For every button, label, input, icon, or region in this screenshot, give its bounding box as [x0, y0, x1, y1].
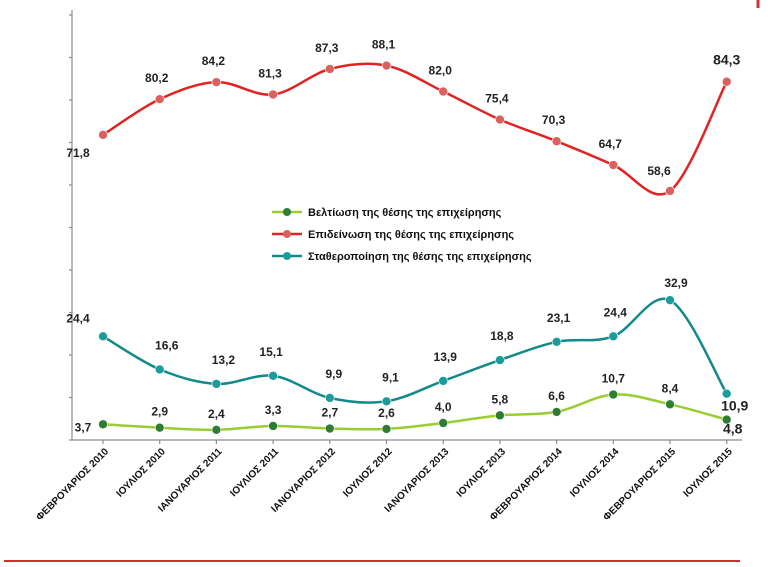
data-label-improvement: 3,3: [265, 403, 282, 417]
data-label-deterioration: 71,8: [66, 146, 90, 160]
data-label-deterioration: 81,3: [258, 66, 282, 80]
data-label-improvement: 3,7: [75, 420, 92, 434]
data-point-stabilization: [324, 393, 335, 403]
series-line-improvement: [102, 393, 728, 432]
data-label-stabilization: 9,9: [325, 367, 342, 381]
data-point-stabilization: [495, 355, 505, 365]
data-label-deterioration: 87,3: [315, 41, 339, 55]
data-point-improvement: [721, 414, 732, 425]
series-line-deterioration: [102, 62, 728, 196]
data-labels: 3,7 2,9 2,4 3,3 2,7 2,6 4,0 5,8 6,6 10,7 8,4 4,8 71,…: [66, 38, 748, 437]
data-point-deterioration: [324, 64, 335, 74]
x-tick-label: ΦΕΒΡΟΥΑΡΙΟΣ 2010: [34, 446, 111, 523]
data-point-improvement: [324, 423, 335, 434]
x-tick-label: ΙΑΝΟΥΑΡΙΟΣ 2011: [156, 446, 224, 514]
data-label-stabilization: 24,4: [66, 311, 90, 325]
data-point-improvement: [154, 422, 165, 433]
data-label-deterioration: 64,7: [599, 137, 623, 151]
series-line-stabilization: [102, 297, 728, 404]
data-label-improvement: 2,4: [208, 407, 225, 421]
data-point-deterioration: [98, 130, 108, 140]
data-label-deterioration: 88,1: [372, 38, 396, 52]
data-point-improvement: [438, 418, 449, 428]
data-label-improvement: 2,6: [378, 406, 395, 420]
data-label-stabilization: 18,8: [490, 329, 514, 343]
data-point-deterioration: [438, 86, 449, 97]
data-label-stabilization: 16,6: [155, 338, 179, 352]
data-label-improvement: 8,4: [662, 381, 679, 395]
data-label-deterioration: 82,0: [429, 64, 453, 78]
data-label-deterioration: 70,3: [542, 113, 566, 127]
data-point-improvement: [381, 424, 392, 434]
data-label-stabilization: 9,1: [382, 370, 399, 384]
legend-entry-deterioration: Επιδείνωση της θέσης της επιχείρησης: [308, 229, 514, 241]
data-point-stabilization: [721, 388, 732, 399]
legend-entry-improvement: Βελτίωση της θέσης της επιχείρησης: [308, 207, 502, 219]
x-tick-label: ΙΟΥΛΙΟΣ 2011: [228, 446, 281, 499]
data-point-deterioration: [551, 136, 562, 147]
data-point-improvement: [608, 389, 619, 400]
data-point-deterioration: [608, 160, 619, 170]
data-point-deterioration: [495, 114, 505, 125]
data-point-deterioration: [721, 76, 732, 87]
data-label-deterioration: 84,3: [713, 52, 740, 68]
data-label-stabilization: 23,1: [547, 311, 571, 325]
x-tick-label: ΙΟΥΛΙΟΣ 2014: [568, 446, 622, 500]
legend-swatch-marker: [283, 230, 291, 238]
data-point-stabilization: [98, 331, 108, 342]
data-label-improvement: 4,8: [723, 421, 743, 437]
data-label-deterioration: 84,2: [202, 54, 226, 68]
data-point-stabilization: [438, 376, 449, 386]
data-point-deterioration: [381, 60, 392, 71]
data-point-stabilization: [551, 337, 562, 347]
data-label-stabilization: 15,1: [259, 345, 283, 359]
x-tick-label: ΙΟΥΛΙΟΣ 2010: [115, 446, 169, 500]
x-tick-label: ΙΟΥΛΙΟΣ 2013: [455, 446, 509, 500]
data-point-deterioration: [665, 186, 675, 196]
x-tick-label: ΙΑΝΟΥΑΡΙΟΣ 2013: [383, 446, 452, 515]
data-point-stabilization: [211, 379, 222, 389]
data-point-stabilization: [381, 396, 392, 407]
data-label-improvement: 4,0: [435, 400, 452, 414]
data-point-deterioration: [154, 94, 165, 104]
data-label-improvement: 2,7: [321, 406, 338, 420]
legend-entry-stabilization: Σταθεροποίηση της θέσης της επιχείρησης: [308, 251, 532, 263]
data-label-stabilization: 10,9: [721, 398, 748, 414]
series-layer: [98, 60, 732, 435]
data-point-improvement: [268, 421, 278, 431]
data-label-improvement: 10,7: [602, 372, 626, 386]
legend-swatch-marker: [283, 252, 291, 260]
data-point-improvement: [495, 410, 505, 421]
data-label-deterioration: 75,4: [485, 92, 509, 106]
data-label-improvement: 5,8: [492, 392, 509, 406]
data-point-improvement: [98, 419, 108, 430]
data-point-deterioration: [211, 77, 222, 87]
x-tick-label: ΙΟΥΛΙΟΣ 2015: [682, 446, 736, 500]
data-label-stabilization: 13,9: [434, 350, 458, 364]
legend-swatch-marker: [283, 208, 291, 216]
data-label-stabilization: 32,9: [664, 276, 688, 290]
data-point-improvement: [551, 407, 562, 417]
data-point-improvement: [211, 424, 222, 435]
x-tick-label: ΙΑΝΟΥΑΡΙΟΣ 2012: [269, 446, 338, 515]
data-label-stabilization: 13,2: [212, 353, 236, 367]
data-point-deterioration: [268, 89, 278, 100]
data-label-deterioration: 80,2: [145, 71, 169, 85]
data-point-improvement: [665, 399, 675, 410]
data-point-stabilization: [608, 331, 619, 342]
data-point-stabilization: [268, 371, 278, 381]
data-label-stabilization: 24,4: [604, 305, 628, 319]
data-label-improvement: 2,9: [151, 405, 168, 419]
data-label-improvement: 6,6: [548, 389, 565, 403]
data-point-stabilization: [665, 295, 675, 305]
y-axis: [69, 10, 73, 441]
legend: Βελτίωση της θέσης της επιχείρησης Επιδεί…: [272, 207, 532, 263]
x-tick-label: ΙΟΥΛΙΟΣ 2012: [341, 446, 395, 500]
data-label-deterioration: 58,6: [647, 164, 671, 178]
data-point-stabilization: [154, 364, 165, 375]
